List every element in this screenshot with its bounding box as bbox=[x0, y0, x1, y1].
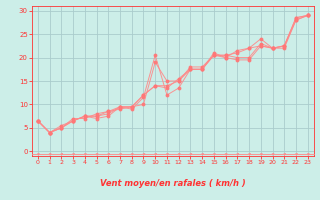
X-axis label: Vent moyen/en rafales ( km/h ): Vent moyen/en rafales ( km/h ) bbox=[100, 179, 246, 188]
